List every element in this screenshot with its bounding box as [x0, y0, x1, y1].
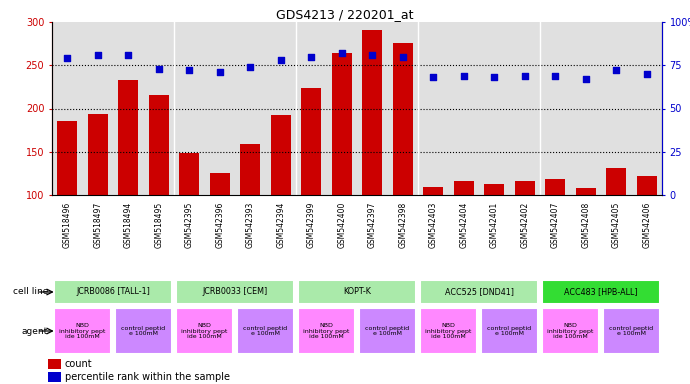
Bar	[604, 308, 660, 354]
Point	[123, 52, 134, 58]
Text: agent: agent	[22, 326, 48, 336]
Text: GSM518497: GSM518497	[93, 202, 102, 248]
Text: GSM542403: GSM542403	[428, 202, 437, 248]
Bar	[55, 280, 172, 304]
Point	[428, 74, 439, 80]
Bar	[359, 308, 415, 354]
Text: count: count	[65, 359, 92, 369]
Bar	[576, 188, 595, 195]
Text: GDS4213 / 220201_at: GDS4213 / 220201_at	[276, 8, 414, 21]
Bar	[515, 181, 535, 195]
Bar	[482, 308, 538, 354]
Text: ACC525 [DND41]: ACC525 [DND41]	[444, 288, 513, 296]
Text: GSM542398: GSM542398	[398, 202, 407, 248]
Point	[520, 73, 531, 79]
Bar	[119, 80, 138, 195]
Bar	[393, 43, 413, 195]
Bar	[542, 308, 598, 354]
Text: GSM542395: GSM542395	[185, 202, 194, 248]
Text: NBD
inhibitory pept
ide 100mM: NBD inhibitory pept ide 100mM	[181, 323, 228, 339]
Text: percentile rank within the sample: percentile rank within the sample	[65, 372, 230, 382]
Point	[397, 53, 408, 60]
Bar	[454, 181, 473, 195]
Point	[245, 64, 256, 70]
Bar	[237, 308, 293, 354]
Bar	[484, 184, 504, 195]
Bar	[271, 114, 290, 195]
Bar	[424, 187, 443, 195]
Text: NBD
inhibitory pept
ide 100mM: NBD inhibitory pept ide 100mM	[59, 323, 106, 339]
Bar	[55, 308, 110, 354]
Point	[184, 67, 195, 73]
Bar	[420, 280, 538, 304]
Point	[458, 73, 469, 79]
Bar	[177, 280, 293, 304]
Text: JCRB0033 [CEM]: JCRB0033 [CEM]	[202, 288, 268, 296]
Bar	[332, 53, 352, 195]
Bar	[299, 308, 355, 354]
Text: control peptid
e 100mM: control peptid e 100mM	[609, 326, 653, 336]
Text: GSM542394: GSM542394	[276, 202, 285, 248]
Text: cell line: cell line	[12, 288, 48, 296]
Text: GSM542396: GSM542396	[215, 202, 224, 248]
Text: control peptid
e 100mM: control peptid e 100mM	[244, 326, 288, 336]
Point	[214, 69, 225, 75]
Point	[275, 57, 286, 63]
Text: GSM542400: GSM542400	[337, 202, 346, 248]
Text: GSM518494: GSM518494	[124, 202, 132, 248]
Text: NBD
inhibitory pept
ide 100mM: NBD inhibitory pept ide 100mM	[425, 323, 472, 339]
Bar	[302, 88, 321, 195]
Bar	[240, 144, 260, 195]
Bar	[210, 172, 230, 195]
Text: NBD
inhibitory pept
ide 100mM: NBD inhibitory pept ide 100mM	[547, 323, 593, 339]
Bar	[362, 30, 382, 195]
Point	[580, 76, 591, 82]
Bar	[607, 168, 626, 195]
Point	[489, 74, 500, 80]
Point	[366, 52, 377, 58]
Text: JCRB0086 [TALL-1]: JCRB0086 [TALL-1]	[76, 288, 150, 296]
Bar	[115, 308, 172, 354]
Bar	[88, 114, 108, 195]
Bar	[637, 176, 657, 195]
Text: GSM542406: GSM542406	[642, 202, 651, 248]
Text: GSM542405: GSM542405	[612, 202, 621, 248]
Point	[336, 50, 347, 56]
Text: control peptid
e 100mM: control peptid e 100mM	[487, 326, 531, 336]
Point	[153, 66, 164, 72]
Text: GSM542399: GSM542399	[307, 202, 316, 248]
Point	[641, 71, 652, 77]
Point	[550, 73, 561, 79]
Text: control peptid
e 100mM: control peptid e 100mM	[366, 326, 410, 336]
Bar	[179, 154, 199, 195]
Text: GSM542404: GSM542404	[460, 202, 469, 248]
Text: ACC483 [HPB-ALL]: ACC483 [HPB-ALL]	[564, 288, 638, 296]
Text: GSM542393: GSM542393	[246, 202, 255, 248]
Text: GSM542402: GSM542402	[520, 202, 529, 248]
Text: KOPT-K: KOPT-K	[343, 288, 371, 296]
Bar	[48, 372, 61, 382]
Text: GSM518496: GSM518496	[63, 202, 72, 248]
Bar	[48, 359, 61, 369]
Bar	[542, 280, 660, 304]
Bar	[545, 179, 565, 195]
Bar	[177, 308, 233, 354]
Text: GSM542408: GSM542408	[581, 202, 590, 248]
Bar	[149, 95, 168, 195]
Text: GSM542397: GSM542397	[368, 202, 377, 248]
Bar	[420, 308, 477, 354]
Text: GSM518495: GSM518495	[155, 202, 164, 248]
Point	[92, 52, 104, 58]
Bar	[57, 121, 77, 195]
Text: NBD
inhibitory pept
ide 100mM: NBD inhibitory pept ide 100mM	[304, 323, 350, 339]
Point	[611, 67, 622, 73]
Point	[61, 55, 72, 61]
Text: control peptid
e 100mM: control peptid e 100mM	[121, 326, 166, 336]
Point	[306, 53, 317, 60]
Text: GSM542401: GSM542401	[490, 202, 499, 248]
Bar	[299, 280, 415, 304]
Text: GSM542407: GSM542407	[551, 202, 560, 248]
